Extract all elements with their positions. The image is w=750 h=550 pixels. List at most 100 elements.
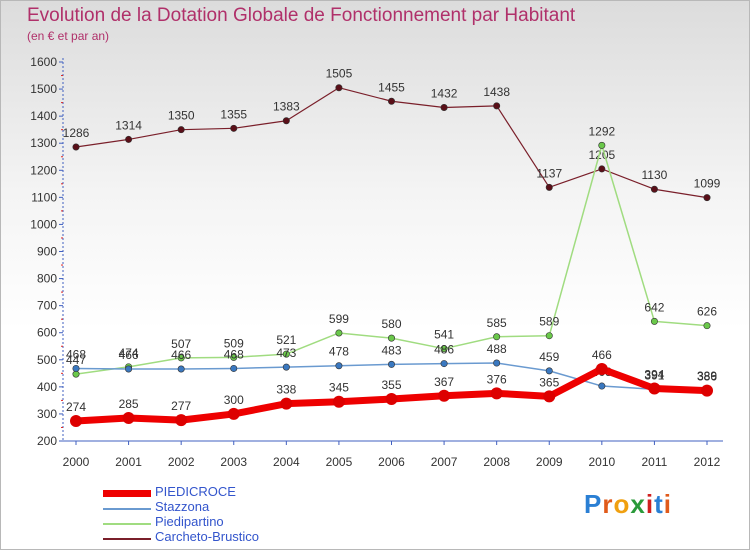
data-label: 1355 <box>220 107 247 121</box>
legend-item: Carcheto-Brustico <box>103 529 323 545</box>
y-tick-label: 1100 <box>31 190 57 204</box>
legend-item: Stazzona <box>103 499 323 515</box>
data-point <box>438 389 451 402</box>
data-point <box>282 117 290 125</box>
x-tick-label: 2003 <box>220 455 247 469</box>
data-label: 1438 <box>483 85 510 99</box>
data-point <box>332 395 345 408</box>
x-tick-label: 2001 <box>115 455 142 469</box>
data-label: 459 <box>539 350 559 364</box>
data-point <box>493 333 501 341</box>
data-label: 478 <box>329 345 349 359</box>
legend-item: Piedipartino <box>103 514 323 530</box>
data-label: 642 <box>644 300 664 314</box>
data-label: 1205 <box>588 148 615 162</box>
chart-subtitle: (en € et par an) <box>27 29 110 43</box>
y-tick-label: 700 <box>37 299 57 313</box>
data-point <box>545 183 553 191</box>
data-point <box>125 135 133 143</box>
data-label: 585 <box>487 316 507 330</box>
data-point <box>175 414 188 427</box>
data-point <box>72 143 80 151</box>
logo-letter: x <box>630 489 646 519</box>
x-tick-label: 2007 <box>431 455 458 469</box>
data-label: 394 <box>644 367 664 381</box>
legend-swatch <box>103 538 151 540</box>
data-label: 1455 <box>378 80 405 94</box>
data-point <box>177 354 185 362</box>
data-point <box>493 359 501 367</box>
data-label: 1314 <box>115 118 142 132</box>
legend-swatch <box>103 508 151 510</box>
data-point <box>440 103 448 111</box>
data-point <box>703 322 711 330</box>
proxiti-logo: Proxiti <box>584 489 672 520</box>
legend-label: Stazzona <box>155 499 210 514</box>
data-label: 483 <box>381 343 401 357</box>
y-tick-label: 400 <box>37 380 57 394</box>
data-point <box>125 365 133 373</box>
y-tick-label: 1600 <box>30 55 57 69</box>
legend-item: PIEDICROCE <box>103 484 323 500</box>
legend-label: Carcheto-Brustico <box>155 529 260 544</box>
data-point <box>543 390 556 403</box>
data-label: 389 <box>697 369 717 383</box>
data-label: 541 <box>434 328 454 342</box>
data-point <box>701 384 713 397</box>
data-label: 1383 <box>273 100 300 114</box>
data-point <box>387 360 395 368</box>
data-label: 1432 <box>431 86 458 100</box>
data-label: 376 <box>487 372 507 386</box>
data-label: 345 <box>329 381 349 395</box>
data-label: 277 <box>171 399 191 413</box>
data-label: 466 <box>171 348 191 362</box>
x-tick-label: 2000 <box>63 455 90 469</box>
data-label: 474 <box>119 346 139 360</box>
data-point <box>650 317 658 325</box>
data-point <box>122 411 135 424</box>
data-label: 355 <box>381 378 401 392</box>
data-point <box>440 345 448 353</box>
data-label: 509 <box>224 336 244 350</box>
data-point <box>598 382 606 390</box>
data-label: 599 <box>329 312 349 326</box>
data-label: 386 <box>697 370 717 384</box>
chart-title: Evolution de la Dotation Globale de Fonc… <box>27 5 576 26</box>
x-tick-label: 2010 <box>588 455 615 469</box>
logo-letter: P <box>584 489 603 519</box>
data-label: 466 <box>119 348 139 362</box>
y-tick-label: 600 <box>37 326 57 340</box>
y-tick-label: 1000 <box>30 217 57 231</box>
data-label: 1130 <box>642 168 668 182</box>
data-label: 473 <box>276 346 296 360</box>
data-label: 274 <box>66 400 86 414</box>
legend-swatch <box>103 490 151 497</box>
data-label: 391 <box>644 368 664 382</box>
data-label: 626 <box>697 305 717 319</box>
data-label: 507 <box>171 337 191 351</box>
data-label: 468 <box>224 347 244 361</box>
y-tick-label: 300 <box>37 407 57 421</box>
x-tick-label: 2011 <box>642 455 668 469</box>
data-point <box>648 382 661 395</box>
data-label: 300 <box>224 393 244 407</box>
y-tick-label: 900 <box>37 245 57 259</box>
logo-letter: i <box>663 489 672 519</box>
data-point <box>490 387 503 400</box>
data-label: 468 <box>66 347 86 361</box>
data-label: 365 <box>539 375 559 389</box>
data-label: 1286 <box>63 126 90 140</box>
data-label: 285 <box>119 397 139 411</box>
x-tick-label: 2008 <box>483 455 510 469</box>
logo-letter: o <box>613 489 631 519</box>
data-point <box>387 334 395 342</box>
data-label: 1350 <box>168 109 195 123</box>
data-point <box>282 350 290 358</box>
data-label: 486 <box>434 343 454 357</box>
data-point <box>335 362 343 370</box>
data-point <box>545 332 553 340</box>
data-point <box>280 397 293 410</box>
data-point <box>227 407 240 420</box>
logo-letter: i <box>645 489 655 519</box>
